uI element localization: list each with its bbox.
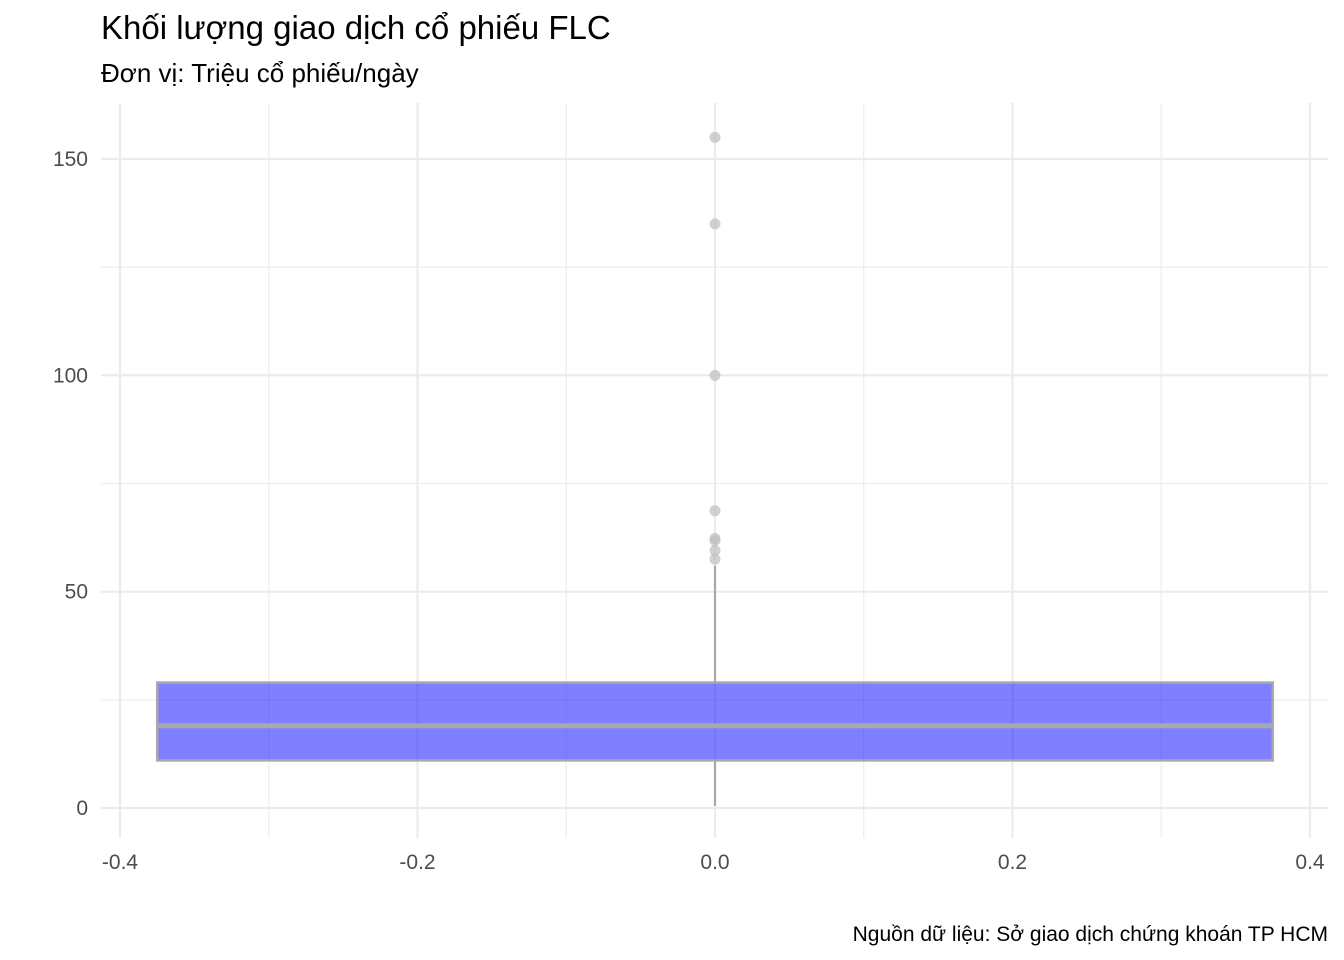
x-tick-label: 0.0 — [700, 851, 729, 874]
y-tick-label: 100 — [53, 364, 88, 387]
outlier-point — [709, 532, 721, 544]
outlier-point — [709, 505, 721, 517]
x-tick-label: -0.2 — [399, 851, 435, 874]
y-axis: 0 50 100 150 — [53, 148, 88, 820]
x-axis: -0.4 -0.2 0.0 0.2 0.4 — [102, 851, 1325, 874]
outlier-point — [709, 218, 721, 230]
chart-caption: Nguồn dữ liệu: Sở giao dịch chứng khoán … — [853, 923, 1328, 946]
outlier-points — [709, 131, 721, 565]
box-iqr — [155, 681, 1275, 762]
x-tick-label: 0.4 — [1295, 851, 1325, 874]
plot-panel — [101, 103, 1328, 838]
chart-title: Khối lượng giao dịch cổ phiếu FLC — [101, 9, 611, 46]
y-tick-label: 50 — [65, 581, 88, 604]
y-tick-label: 0 — [76, 797, 88, 820]
outlier-point — [709, 369, 721, 381]
outlier-point — [709, 545, 721, 557]
outlier-point — [709, 553, 721, 565]
x-tick-label: 0.2 — [998, 851, 1027, 874]
x-tick-label: -0.4 — [102, 851, 139, 874]
y-tick-label: 150 — [53, 148, 88, 171]
outlier-point — [709, 131, 721, 143]
chart-subtitle: Đơn vị: Triệu cổ phiếu/ngày — [101, 58, 419, 88]
boxplot — [155, 565, 1275, 806]
